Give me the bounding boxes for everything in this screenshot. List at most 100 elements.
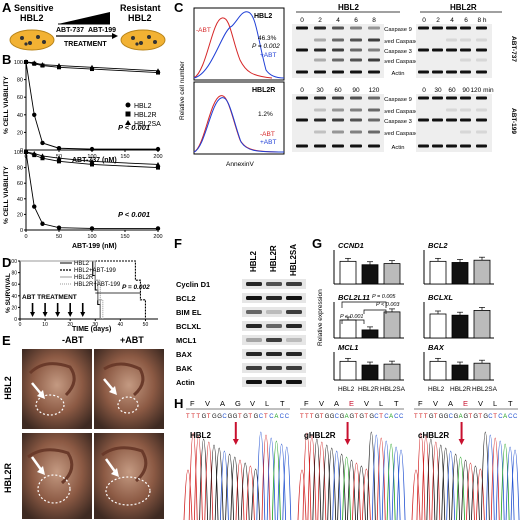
h-peak-chbl2r — [451, 453, 461, 521]
c-band — [476, 96, 487, 100]
c-band — [476, 38, 487, 42]
h-base-ghbl2r: A — [345, 414, 349, 420]
h-peak-chbl2r — [446, 450, 456, 521]
h-aa-hbl2: V — [250, 399, 255, 408]
h-base-ghbl2r: G — [325, 414, 330, 420]
g-xcat-hbl2sa: HBL2SA — [380, 386, 406, 393]
g-bar-bcl2-2 — [473, 259, 491, 285]
b-top-point-hbl2 — [155, 146, 161, 152]
h-mutation-arrowhead-hbl2 — [232, 439, 239, 445]
f-protein-label: BCL2 — [176, 294, 196, 303]
h-peak-hbl2 — [266, 437, 276, 521]
g-bar-bcl2l11-2 — [383, 311, 401, 339]
h-peak-ghbl2r — [357, 465, 366, 521]
h-base-chbl2r: G — [473, 414, 478, 420]
c-band — [350, 108, 362, 112]
h-peak-hbl2 — [230, 456, 240, 521]
c-band — [432, 70, 443, 74]
c-time-bottom: 60 — [334, 87, 342, 94]
h-peak-hbl2 — [272, 440, 281, 521]
c-time-bottom-r: 0 — [422, 87, 426, 94]
panel-a: A Sensitive HBL2 Resistant HBL2 ABT-737 … — [0, 0, 170, 52]
g-bar-ccnd1-1 — [361, 264, 379, 285]
c-band — [476, 26, 487, 30]
h-peak-ghbl2r — [381, 440, 391, 521]
h-peak-ghbl2r — [342, 456, 351, 521]
h-base-ghbl2r: T — [310, 414, 314, 420]
b-top-xtick-label: 100 — [87, 154, 96, 160]
g-bar-bclxl-2 — [473, 310, 491, 339]
drug-bottom-label: ABT-199 — [510, 108, 517, 134]
c-band — [332, 130, 344, 134]
sensitive-label: Sensitive — [14, 3, 54, 13]
h-aa-chbl2r: T — [508, 399, 513, 408]
b-bottom-point-hbl2 — [155, 226, 161, 231]
h-peak-ghbl2r — [297, 469, 307, 521]
b-top-point-hbl2sa — [23, 59, 29, 64]
h-base-hbl2: T — [196, 414, 200, 420]
h-base-ghbl2r: T — [305, 414, 309, 420]
g-bar-ccnd1-2 — [383, 263, 401, 285]
b-bottom-ytick-label: 80 — [17, 166, 23, 172]
b-bottom-ytick-label: 100 — [14, 150, 23, 156]
c-band — [368, 96, 380, 100]
h-sample-hbl2: HBL2 — [190, 431, 211, 440]
b-bottom-point-hbl2r — [40, 156, 45, 161]
g-bar-bclxl-1 — [451, 314, 469, 339]
b-bottom-point-hbl2r — [156, 165, 160, 170]
h-peak-ghbl2r — [391, 446, 401, 521]
c-band — [296, 144, 308, 148]
b-bottom-series-line-hbl2sa — [25, 151, 159, 165]
drug-top-label: ABT-737 — [510, 36, 517, 62]
f-protein-label: Actin — [176, 378, 195, 387]
h-peak-chbl2r — [431, 441, 441, 521]
h-base-chbl2r: G — [439, 414, 444, 420]
h-aa-ghbl2r: F — [304, 399, 309, 408]
c-band — [460, 130, 471, 134]
c-band — [296, 70, 308, 74]
b-bottom-point-hbl2 — [89, 226, 95, 231]
c-band — [476, 70, 487, 74]
f-protein-label: MCL1 — [176, 336, 196, 345]
c-band — [332, 58, 344, 62]
h-aa-chbl2r: L — [493, 399, 497, 408]
b-top-point-hbl2 — [32, 112, 37, 117]
photo-hbl2-minus — [22, 349, 92, 429]
photo-hbl2r-minus — [22, 433, 92, 519]
panel-d-label: D — [2, 255, 12, 270]
c-band — [446, 70, 457, 74]
h-base-hbl2: G — [254, 414, 259, 420]
h-peak-ghbl2r — [347, 459, 356, 521]
h-peak-chbl2r — [500, 443, 510, 521]
c-time-bottom: 30 — [316, 87, 324, 94]
c-row-bottom-label: Cleaved Caspase 3 — [373, 131, 424, 137]
h-peak-ghbl2r — [371, 434, 381, 521]
c-band — [350, 48, 362, 52]
h-peak-ghbl2r — [302, 432, 312, 521]
b-top-xtick-label: 150 — [120, 154, 129, 160]
c-time-top-r: 6 — [464, 17, 468, 24]
h-peak-chbl2r — [466, 462, 475, 521]
c-time-top: 6 — [354, 17, 358, 24]
c-time-bottom-r: 60 — [448, 87, 456, 94]
c-band — [476, 130, 487, 134]
h-peak-hbl2 — [194, 435, 203, 521]
h-peak-chbl2r — [456, 456, 465, 521]
h-peak-hbl2 — [246, 465, 255, 521]
h-peak-ghbl2r — [312, 438, 322, 521]
c-time-bottom-r: 120 min — [470, 87, 494, 94]
c-row-top-label: Cleaved Caspase 9 — [373, 39, 424, 45]
d-survival-curve-1 — [20, 260, 147, 319]
h-peak-chbl2r — [436, 444, 446, 521]
h-peak-ghbl2r — [337, 453, 347, 521]
c-blot-hbl2r-bottom — [416, 94, 492, 152]
h-peak-ghbl2r — [396, 449, 406, 521]
h-aa-ghbl2r: E — [349, 399, 354, 408]
c-band — [350, 70, 362, 74]
f-lane-hbl2: HBL2 — [249, 251, 258, 272]
resistant-cells-icon — [120, 29, 166, 51]
c-band — [460, 26, 471, 30]
c-band — [476, 118, 487, 122]
c-band — [460, 96, 471, 100]
f-band — [266, 380, 282, 384]
